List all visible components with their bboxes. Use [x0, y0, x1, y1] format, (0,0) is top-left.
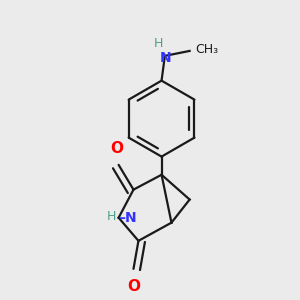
Text: O: O — [127, 279, 140, 294]
Text: H: H — [106, 210, 116, 223]
Text: N: N — [160, 50, 171, 64]
Text: –N: –N — [118, 211, 136, 225]
Text: O: O — [110, 141, 124, 156]
Text: H: H — [154, 37, 163, 50]
Text: CH₃: CH₃ — [196, 43, 219, 56]
